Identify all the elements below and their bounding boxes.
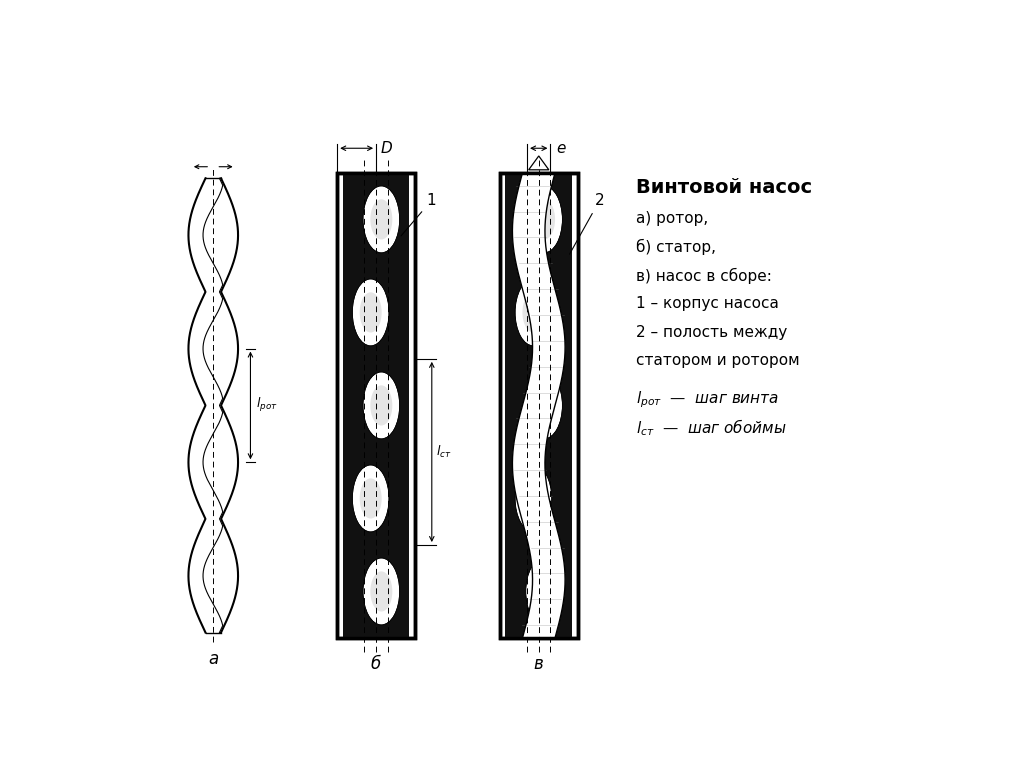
- Text: $l_{ст}$: $l_{ст}$: [436, 444, 452, 460]
- Ellipse shape: [352, 465, 389, 532]
- Text: 1 – корпус насоса: 1 – корпус насоса: [636, 296, 778, 311]
- Ellipse shape: [359, 479, 382, 518]
- Ellipse shape: [522, 292, 545, 333]
- Ellipse shape: [534, 199, 555, 239]
- Text: $l_{ст}$  —  шаг обоймы: $l_{ст}$ — шаг обоймы: [636, 418, 786, 439]
- Text: 2 – полость между: 2 – полость между: [636, 324, 786, 340]
- Ellipse shape: [371, 385, 392, 426]
- Text: $l_{рот}$: $l_{рот}$: [256, 397, 278, 414]
- Ellipse shape: [525, 372, 562, 439]
- Text: статором и ротором: статором и ротором: [636, 353, 800, 368]
- Ellipse shape: [534, 385, 555, 426]
- Ellipse shape: [522, 479, 545, 518]
- Ellipse shape: [362, 558, 399, 625]
- Ellipse shape: [359, 292, 382, 333]
- Text: Винтовой насос: Винтовой насос: [636, 178, 812, 197]
- Text: е: е: [557, 141, 566, 156]
- Ellipse shape: [352, 279, 389, 346]
- Bar: [500, 173, 578, 638]
- Ellipse shape: [525, 186, 562, 253]
- Text: 2: 2: [569, 193, 604, 254]
- Text: а) ротор,: а) ротор,: [636, 211, 708, 225]
- Ellipse shape: [534, 571, 555, 611]
- Bar: [337, 173, 415, 638]
- Text: в) насос в сборе:: в) насос в сборе:: [636, 268, 771, 284]
- Bar: [337, 173, 415, 638]
- Ellipse shape: [362, 186, 399, 253]
- Text: 1: 1: [401, 193, 436, 236]
- Bar: [500, 173, 578, 638]
- Text: D: D: [381, 141, 392, 156]
- Text: б) статор,: б) статор,: [636, 239, 716, 255]
- Text: $l_{рот}$  —  шаг винта: $l_{рот}$ — шаг винта: [636, 390, 778, 410]
- Bar: [343, 173, 410, 638]
- Text: а: а: [208, 650, 218, 667]
- Ellipse shape: [371, 199, 392, 239]
- Ellipse shape: [515, 279, 552, 346]
- Bar: [506, 173, 572, 638]
- Ellipse shape: [362, 372, 399, 439]
- Ellipse shape: [371, 571, 392, 611]
- Text: в: в: [534, 655, 544, 673]
- Text: б: б: [371, 655, 381, 673]
- Ellipse shape: [515, 465, 552, 532]
- Ellipse shape: [525, 558, 562, 625]
